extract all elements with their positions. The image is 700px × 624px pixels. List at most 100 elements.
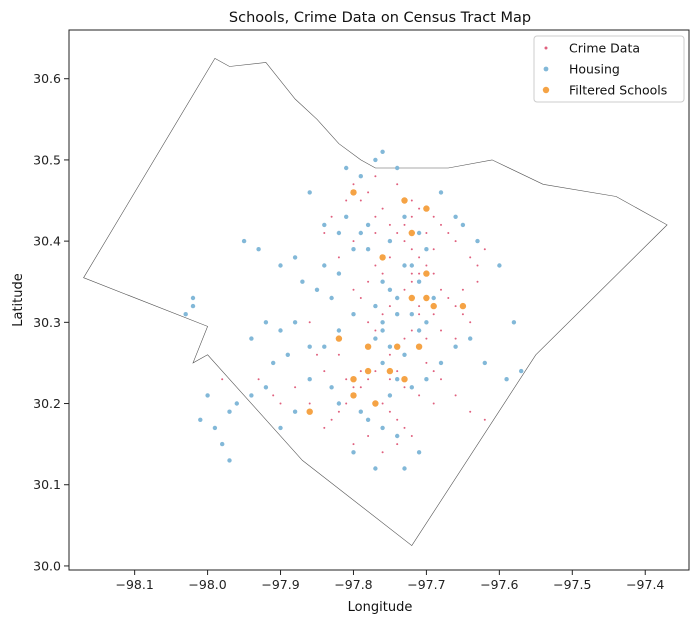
- crime-data-point: [432, 313, 435, 316]
- housing-point: [373, 157, 378, 163]
- housing-point: [365, 417, 371, 422]
- housing-point: [380, 360, 385, 366]
- housing-point: [234, 401, 239, 406]
- housing-point: [220, 441, 225, 447]
- crime-data-point: [447, 232, 450, 234]
- crime-data-point: [410, 248, 413, 251]
- crime-data-point: [352, 183, 355, 186]
- housing-point: [373, 466, 378, 471]
- housing-point: [409, 312, 414, 317]
- crime-data-point: [403, 386, 406, 389]
- crime-data-point: [330, 215, 333, 218]
- housing-point: [365, 247, 371, 252]
- x-tick-label: −97.5: [553, 577, 591, 592]
- crime-data-point: [476, 264, 479, 267]
- x-tick-label: −97.9: [261, 577, 299, 592]
- filtered-schools-point: [379, 254, 386, 261]
- crime-data-point: [388, 378, 391, 381]
- housing-point: [424, 377, 429, 382]
- housing-point: [358, 409, 363, 414]
- crime-data-point: [359, 199, 362, 202]
- crime-data-point: [418, 256, 421, 259]
- housing-point: [380, 328, 385, 333]
- crime-data-point: [367, 280, 370, 283]
- crime-data-point: [381, 272, 384, 275]
- crime-data-point: [352, 240, 355, 243]
- crime-data-point: [388, 353, 391, 356]
- crime-data-point: [381, 313, 384, 316]
- crime-data-point: [337, 410, 340, 413]
- housing-point: [387, 393, 393, 398]
- crime-data-point: [425, 361, 428, 364]
- crime-data-point: [359, 370, 362, 373]
- x-axis-title: Longitude: [348, 600, 413, 615]
- housing-point: [241, 238, 247, 244]
- chart-title: Schools, Crime Data on Census Tract Map: [229, 10, 531, 26]
- housing-point: [416, 450, 422, 455]
- housing-point: [475, 238, 480, 244]
- housing-point: [292, 255, 298, 260]
- housing-point: [285, 352, 290, 357]
- filtered-schools-point: [372, 400, 379, 407]
- housing-point: [416, 328, 422, 333]
- crime-data-point: [388, 305, 391, 308]
- crime-data-point: [396, 232, 399, 234]
- crime-data-point: [418, 305, 421, 308]
- crime-data-point: [461, 288, 464, 291]
- crime-data-point: [483, 248, 486, 251]
- housing-point: [336, 328, 342, 333]
- crime-data-point: [410, 435, 413, 437]
- filtered-schools-point: [401, 376, 408, 383]
- housing-point: [460, 222, 466, 228]
- crime-data-point: [396, 370, 399, 373]
- housing-point: [300, 279, 305, 284]
- housing-point: [322, 263, 327, 268]
- crime-data-point: [345, 402, 348, 405]
- crime-data-point: [432, 248, 435, 251]
- crime-data-point: [396, 418, 399, 421]
- housing-point: [358, 174, 363, 179]
- crime-data-point: [374, 329, 377, 332]
- housing-point: [263, 320, 269, 325]
- crime-data-point: [323, 232, 326, 234]
- crime-data-point: [425, 337, 428, 340]
- housing-point: [395, 165, 400, 171]
- y-tick-label: 30.1: [33, 477, 61, 492]
- filtered-schools-point: [350, 392, 357, 399]
- filtered-schools-point: [394, 343, 401, 350]
- crime-data-point: [476, 280, 479, 283]
- housing-point: [416, 230, 422, 236]
- census-tract-layer: [83, 57, 668, 547]
- housing-point: [402, 466, 407, 471]
- housing-point: [431, 295, 436, 301]
- housing-point: [402, 214, 407, 219]
- crime-data-point: [352, 386, 355, 389]
- crime-data-point: [440, 329, 442, 332]
- legend-label-housing: Housing: [569, 62, 620, 77]
- crime-data-point: [337, 256, 340, 259]
- housing-point: [249, 336, 254, 341]
- housing-point: [292, 409, 298, 414]
- crime-data-point: [410, 272, 413, 275]
- filtered-schools-point: [408, 294, 415, 302]
- legend-marker-filtered-schools: [542, 86, 550, 94]
- y-tick-label: 30.3: [33, 315, 61, 330]
- crime-data-point: [410, 280, 413, 283]
- crime-data-point: [418, 394, 421, 397]
- housing-point: [373, 336, 378, 341]
- housing-point: [183, 312, 188, 317]
- crime-data-point: [359, 297, 362, 299]
- housing-point: [271, 360, 276, 366]
- housing-point: [263, 385, 269, 390]
- housing-point: [380, 320, 385, 325]
- housing-point: [307, 344, 312, 349]
- crime-data-point: [359, 386, 362, 389]
- housing-point: [336, 271, 342, 276]
- crime-data-point: [374, 232, 377, 234]
- housing-point: [519, 368, 524, 374]
- crime-data-point: [454, 394, 457, 397]
- housing-point: [358, 230, 363, 236]
- filtered-schools-point: [401, 197, 408, 204]
- housing-point: [322, 344, 327, 349]
- crime-data-point: [308, 321, 311, 324]
